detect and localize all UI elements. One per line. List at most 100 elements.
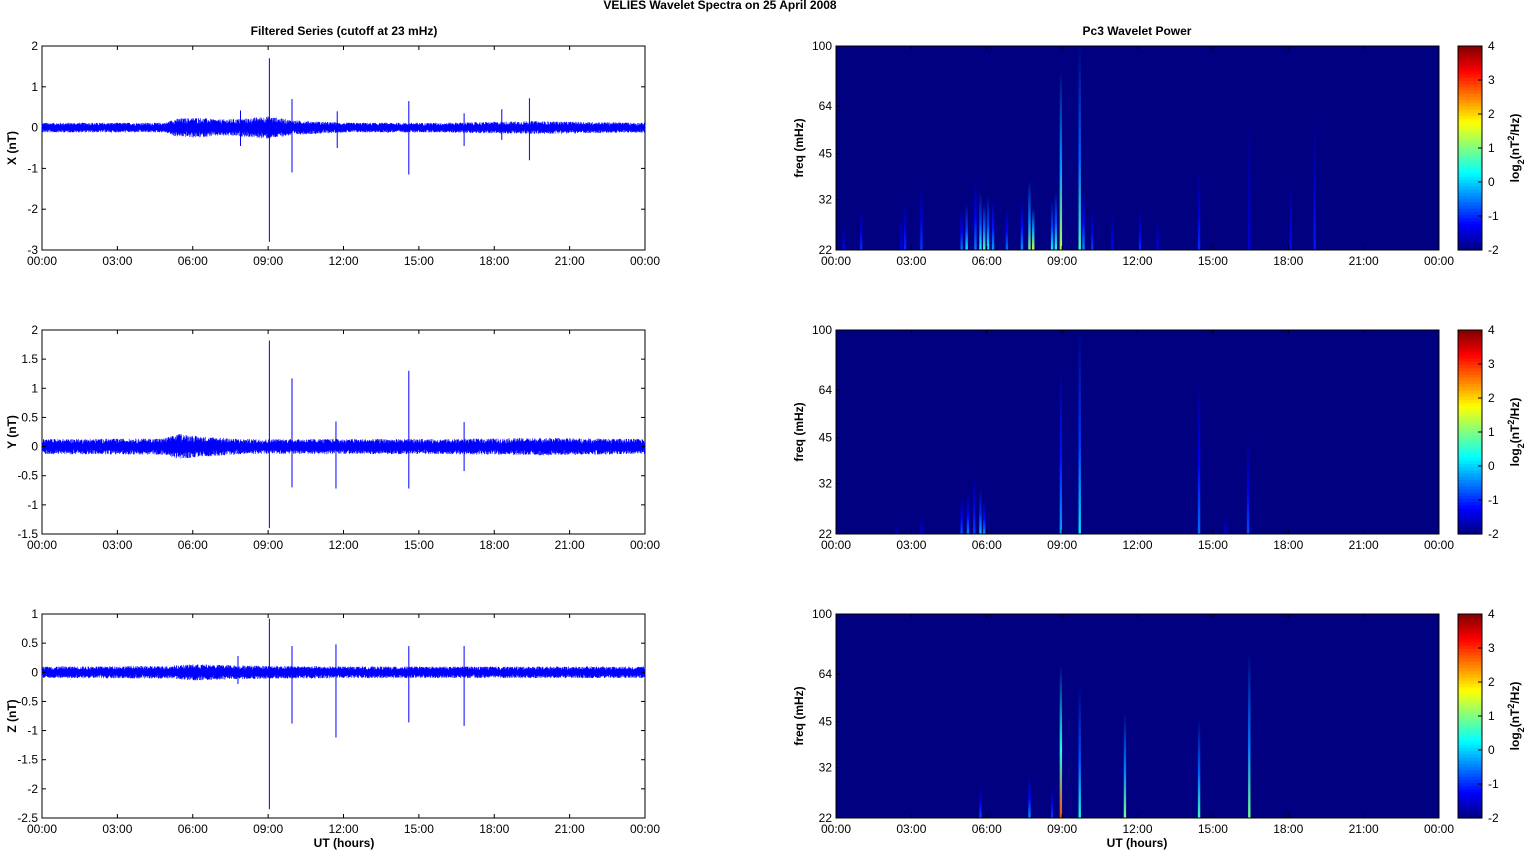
- ytick-label: 45: [819, 715, 833, 729]
- ytick-label: 64: [819, 99, 833, 113]
- power-burst: [983, 501, 986, 534]
- colorbar-swatch: [1458, 333, 1482, 337]
- colorbar-swatch: [1458, 479, 1482, 484]
- colorbar-swatch: [1458, 352, 1482, 357]
- ytick-label: -1: [27, 724, 38, 738]
- colorbar-tick-label: 3: [1488, 641, 1495, 655]
- colorbar-swatch: [1458, 760, 1482, 765]
- power-burst: [1289, 176, 1292, 250]
- ytick-label: 100: [812, 607, 832, 621]
- colorbar-swatch: [1458, 61, 1482, 66]
- line-xtick-label: 21:00: [555, 538, 585, 552]
- power-burst: [1078, 687, 1081, 818]
- colorbar-swatch: [1458, 530, 1482, 535]
- colorbar-swatch: [1458, 368, 1482, 373]
- left-column-title: Filtered Series (cutoff at 23 mHz): [251, 24, 438, 38]
- colorbar-swatch: [1458, 179, 1482, 184]
- colorbar-tick-label: -2: [1488, 243, 1499, 257]
- colorbar-swatch: [1458, 87, 1482, 92]
- ytick-label: 100: [812, 323, 832, 337]
- colorbar-tick-label: -2: [1488, 811, 1499, 825]
- colorbar-tick-label: 0: [1488, 459, 1495, 473]
- line-xtick-label: 18:00: [479, 254, 509, 268]
- colorbar-swatch: [1458, 636, 1482, 641]
- colorbar-swatch: [1458, 218, 1482, 222]
- ytick-label: 1.5: [21, 352, 38, 366]
- colorbar-swatch: [1458, 735, 1482, 739]
- heatmap-xtick-label: 00:00: [821, 538, 851, 552]
- power-burst: [979, 487, 982, 534]
- ytick-label: 22: [819, 527, 833, 541]
- colorbar-swatch: [1458, 770, 1482, 774]
- power-burst: [1059, 368, 1063, 534]
- colorbar-swatch: [1458, 170, 1482, 175]
- heatmap-xtick-label: 03:00: [896, 538, 926, 552]
- heatmap-xtick-label: 21:00: [1349, 254, 1379, 268]
- colorbar-swatch: [1458, 684, 1482, 688]
- power-burst: [1123, 712, 1127, 818]
- colorbar-swatch: [1458, 234, 1482, 238]
- colorbar-swatch: [1458, 176, 1482, 181]
- colorbar-swatch: [1458, 84, 1482, 89]
- colorbar-swatch: [1458, 441, 1482, 446]
- colorbar-swatch: [1458, 789, 1482, 794]
- y-axis-label: Y (nT): [5, 415, 19, 449]
- colorbar-swatch: [1458, 460, 1482, 465]
- colorbar-swatch: [1458, 802, 1482, 806]
- heatmap-background: [836, 330, 1439, 534]
- colorbar-swatch: [1458, 428, 1482, 433]
- heatmap-xtick-label: 03:00: [896, 254, 926, 268]
- heatmap-xtick-label: 15:00: [1198, 822, 1228, 836]
- heatmap-xtick-label: 18:00: [1273, 254, 1303, 268]
- colorbar-tick-label: -1: [1488, 777, 1499, 791]
- heatmap-xtick-label: 21:00: [1349, 538, 1379, 552]
- power-burst: [979, 785, 982, 818]
- colorbar-swatch: [1458, 521, 1482, 526]
- power-burst: [1078, 46, 1081, 250]
- heatmap-xtick-label: 09:00: [1047, 254, 1077, 268]
- colorbar-swatch: [1458, 502, 1482, 506]
- colorbar-swatch: [1458, 208, 1482, 213]
- colorbar-swatch: [1458, 406, 1482, 411]
- colorbar-swatch: [1458, 135, 1482, 140]
- power-burst: [979, 191, 982, 250]
- colorbar-swatch: [1458, 432, 1482, 436]
- colorbar-swatch: [1458, 498, 1482, 503]
- colorbar-swatch: [1458, 365, 1482, 369]
- colorbar-tick-label: 4: [1488, 39, 1495, 53]
- colorbar-swatch: [1458, 492, 1482, 497]
- colorbar-swatch: [1458, 776, 1482, 781]
- heatmap-xtick-label: 00:00: [821, 822, 851, 836]
- colorbar-swatch: [1458, 400, 1482, 404]
- colorbar-swatch: [1458, 719, 1482, 723]
- colorbar-swatch: [1458, 763, 1482, 768]
- colorbar-swatch: [1458, 620, 1482, 625]
- ytick-label: 1: [31, 381, 38, 395]
- colorbar-swatch: [1458, 109, 1482, 114]
- colorbar-swatch: [1458, 186, 1482, 191]
- colorbar-tick-label: -1: [1488, 209, 1499, 223]
- ytick-label: 45: [819, 147, 833, 161]
- colorbar-swatch: [1458, 160, 1482, 165]
- colorbar-tick-label: 3: [1488, 73, 1495, 87]
- colorbar-swatch: [1458, 798, 1482, 803]
- ytick-label: 32: [819, 477, 833, 491]
- colorbar-swatch: [1458, 384, 1482, 388]
- colorbar-swatch: [1458, 132, 1482, 136]
- colorbar: 4 3 2 1 0 -1 -2 log2(nT2/Hz): [1457, 39, 1526, 257]
- heatmap-xtick-label: 06:00: [972, 822, 1002, 836]
- plot-area: [41, 45, 646, 251]
- heatmap-xtick-label: 12:00: [1122, 538, 1152, 552]
- ytick-label: 32: [819, 761, 833, 775]
- plot-area: [41, 613, 646, 819]
- line-panel-z: 10.50-0.5-1-1.5-2-2.500:00 03:00 06:00 09:0…: [5, 607, 660, 836]
- power-burst: [1020, 199, 1024, 250]
- colorbar-swatch: [1458, 700, 1482, 704]
- colorbar-tick-label: 4: [1488, 607, 1495, 621]
- heatmap-xtick-label: 12:00: [1122, 822, 1152, 836]
- power-burst: [1050, 199, 1054, 250]
- colorbar-swatch: [1458, 211, 1482, 216]
- ytick-label: -3: [27, 243, 38, 257]
- y-axis-label: X (nT): [5, 131, 19, 165]
